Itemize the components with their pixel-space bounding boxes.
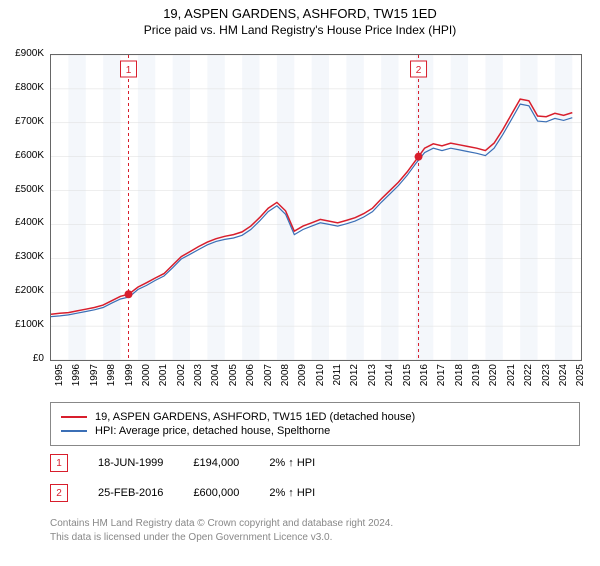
transaction-price: £194,000 [193,457,239,469]
marker-icon: 1 [50,454,68,472]
y-axis-tick: £100K [0,319,44,330]
swatch-icon [61,416,87,418]
x-axis-tick: 1997 [89,364,100,394]
x-axis-tick: 1995 [54,364,65,394]
x-axis-tick: 2011 [332,364,343,394]
x-axis-tick: 2002 [176,364,187,394]
y-axis-tick: £200K [0,285,44,296]
swatch-icon [61,430,87,432]
x-axis-tick: 2004 [210,364,221,394]
price-chart: 12 [50,54,582,361]
svg-text:2: 2 [416,65,422,76]
page-subtitle: Price paid vs. HM Land Registry's House … [0,23,600,37]
y-axis-tick: £0 [0,353,44,364]
x-axis-tick: 2008 [280,364,291,394]
y-axis-tick: £800K [0,82,44,93]
x-axis-tick: 2016 [419,364,430,394]
footer-copyright: Contains HM Land Registry data © Crown c… [50,518,580,529]
x-axis-tick: 2015 [402,364,413,394]
x-axis-tick: 2014 [384,364,395,394]
x-axis-tick: 2021 [506,364,517,394]
marker-icon: 2 [50,484,68,502]
x-axis-tick: 2000 [141,364,152,394]
x-axis-tick: 2012 [349,364,360,394]
transaction-row: 1 18-JUN-1999 £194,000 2% ↑ HPI [50,454,580,472]
x-axis-tick: 2023 [541,364,552,394]
y-axis-tick: £700K [0,116,44,127]
x-axis-tick: 1999 [124,364,135,394]
x-axis-tick: 2009 [297,364,308,394]
x-axis-tick: 2024 [558,364,569,394]
transaction-row: 2 25-FEB-2016 £600,000 2% ↑ HPI [50,484,580,502]
x-axis-tick: 2010 [315,364,326,394]
x-axis-tick: 2020 [488,364,499,394]
transaction-delta: 2% ↑ HPI [269,457,315,469]
transaction-price: £600,000 [193,487,239,499]
x-axis-tick: 2025 [575,364,586,394]
y-axis-tick: £900K [0,48,44,59]
y-axis-tick: £500K [0,184,44,195]
x-axis-tick: 2017 [436,364,447,394]
x-axis-tick: 2019 [471,364,482,394]
transaction-delta: 2% ↑ HPI [269,487,315,499]
x-axis-tick: 2022 [523,364,534,394]
legend: 19, ASPEN GARDENS, ASHFORD, TW15 1ED (de… [50,402,580,446]
x-axis-tick: 2013 [367,364,378,394]
y-axis-tick: £400K [0,217,44,228]
x-axis-tick: 2006 [245,364,256,394]
x-axis-tick: 2007 [263,364,274,394]
x-axis-tick: 2003 [193,364,204,394]
y-axis-tick: £600K [0,150,44,161]
y-axis-tick: £300K [0,251,44,262]
transaction-date: 18-JUN-1999 [98,457,163,469]
legend-item-property: 19, ASPEN GARDENS, ASHFORD, TW15 1ED (de… [61,411,569,423]
page-title: 19, ASPEN GARDENS, ASHFORD, TW15 1ED [0,6,600,21]
footer-licence: This data is licensed under the Open Gov… [50,532,580,543]
x-axis-tick: 2005 [228,364,239,394]
transaction-date: 25-FEB-2016 [98,487,163,499]
legend-item-hpi: HPI: Average price, detached house, Spel… [61,425,569,437]
x-axis-tick: 2001 [158,364,169,394]
svg-text:1: 1 [126,65,132,76]
x-axis-tick: 1996 [71,364,82,394]
legend-label: 19, ASPEN GARDENS, ASHFORD, TW15 1ED (de… [95,411,415,423]
x-axis-tick: 1998 [106,364,117,394]
x-axis-tick: 2018 [454,364,465,394]
legend-label: HPI: Average price, detached house, Spel… [95,425,330,437]
